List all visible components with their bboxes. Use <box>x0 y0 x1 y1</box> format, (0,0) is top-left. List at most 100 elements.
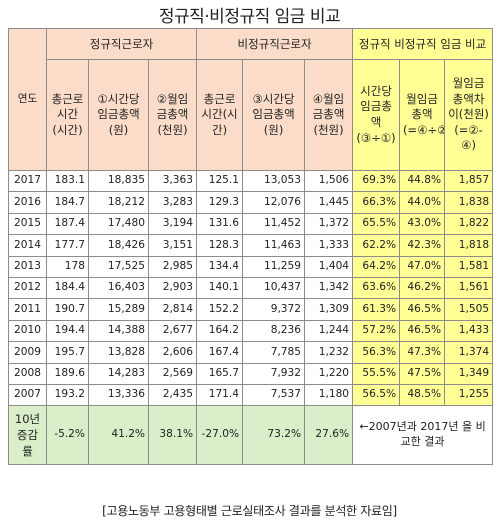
reg-hourly-cell: 14,283 <box>88 362 149 385</box>
non-hours-cell: 134.4 <box>196 255 244 278</box>
non-monthly-cell: 1,342 <box>304 276 354 300</box>
non-hourly-cell: 12,076 <box>242 191 306 214</box>
reg-hourly-cell: 18,426 <box>88 234 149 257</box>
non-hours-cell: 164.2 <box>196 319 244 343</box>
reg-hourly-cell: 15,289 <box>88 298 149 321</box>
cmp-hourly-cell: 62.2% <box>352 234 401 257</box>
cmp-hourly-cell: 64.2% <box>352 255 401 278</box>
cmp-hourly-cell: 65.5% <box>352 212 401 236</box>
reg-hours-cell: 194.4 <box>46 319 89 343</box>
cmp-monthly-cell: 47.5% <box>399 362 446 385</box>
cmp-diff-cell: 1,857 <box>444 169 494 193</box>
non-monthly-cell: 1,506 <box>304 169 354 193</box>
non-hourly-cell: 13,053 <box>242 169 306 193</box>
reg-hourly-cell: 18,212 <box>88 191 149 214</box>
non-monthly-cell: 1,232 <box>304 341 354 364</box>
non-monthly-cell: 1,309 <box>304 298 354 321</box>
non-monthly-header: ④월임금총액(천원) <box>304 59 354 171</box>
table-row: 2008 189.6 14,283 2,569 165.7 7,932 1,22… <box>8 362 494 385</box>
cmp-diff-header: 월임금총액차이(천원)(=②-④) <box>444 59 494 171</box>
cmp-hourly-cell: 61.3% <box>352 298 401 321</box>
cmp-monthly-cell: 44.8% <box>399 169 446 193</box>
reg-monthly-cell: 2,903 <box>147 276 198 300</box>
reg-hourly-cell: 17,525 <box>88 255 149 278</box>
regular-group-header: 정규직근로자 <box>45 28 198 60</box>
table-row: 2009 195.7 13,828 2,606 167.4 7,785 1,23… <box>8 341 494 364</box>
nonregular-group-header: 비정규직근로자 <box>196 28 354 60</box>
year-cell: 2010 <box>8 319 47 343</box>
non-hours-cell: 165.7 <box>196 362 244 385</box>
non-hourly-cell: 11,259 <box>242 255 306 278</box>
summary-non-hourly: 73.2% <box>242 405 306 466</box>
reg-hourly-cell: 13,828 <box>88 341 149 364</box>
reg-monthly-cell: 3,194 <box>147 212 198 236</box>
summary-reg-hours: -5.2% <box>46 405 89 466</box>
cmp-hourly-cell: 55.5% <box>352 362 401 385</box>
non-hourly-cell: 9,372 <box>242 298 306 321</box>
table-row: 2013 178 17,525 2,985 134.4 11,259 1,404… <box>8 255 494 278</box>
reg-monthly-cell: 2,677 <box>147 319 198 343</box>
year-cell: 2016 <box>8 191 47 214</box>
table-row: 2012 184.4 16,403 2,903 140.1 10,437 1,3… <box>8 276 494 300</box>
cmp-monthly-cell: 47.0% <box>399 255 446 278</box>
year-cell: 2017 <box>8 169 47 193</box>
cmp-hourly-cell: 69.3% <box>352 169 401 193</box>
non-hours-header: 총근로시간(시간) <box>196 59 244 171</box>
summary-note: ←2007년과 2017년 을 비교한 결과 <box>352 405 494 466</box>
cmp-monthly-header: 월임금 총액(=④÷②) <box>399 59 446 171</box>
year-cell: 2013 <box>8 255 47 278</box>
non-hourly-header: ③시간당 임금총액(원) <box>242 59 306 171</box>
cmp-hourly-cell: 63.6% <box>352 276 401 300</box>
year-cell: 2011 <box>8 298 47 321</box>
reg-hours-cell: 190.7 <box>46 298 89 321</box>
reg-hourly-cell: 13,336 <box>88 383 149 407</box>
source-footnote: [고용노동부 고용형태별 근로실태조사 결과를 분석한 자료임] <box>102 504 397 518</box>
cmp-diff-cell: 1,505 <box>444 298 494 321</box>
cmp-hourly-cell: 66.3% <box>352 191 401 214</box>
reg-hourly-cell: 16,403 <box>88 276 149 300</box>
cmp-diff-cell: 1,374 <box>444 341 494 364</box>
non-monthly-cell: 1,404 <box>304 255 354 278</box>
year-cell: 2008 <box>8 362 47 385</box>
non-hours-cell: 131.6 <box>196 212 244 236</box>
reg-hours-cell: 187.4 <box>46 212 89 236</box>
summary-row: 10년 증감률 -5.2% 41.2% 38.1% -27.0% 73.2% 2… <box>8 405 494 466</box>
year-cell: 2012 <box>8 276 47 300</box>
summary-non-hours: -27.0% <box>196 405 244 466</box>
reg-hours-header: 총근로시간(시간) <box>46 59 89 171</box>
cmp-hourly-cell: 56.5% <box>352 383 401 407</box>
year-cell: 2014 <box>8 234 47 257</box>
cmp-diff-cell: 1,255 <box>444 383 494 407</box>
reg-hours-cell: 184.7 <box>46 191 89 214</box>
cmp-monthly-cell: 47.3% <box>399 341 446 364</box>
reg-hours-cell: 193.2 <box>46 383 89 407</box>
non-hourly-cell: 10,437 <box>242 276 306 300</box>
cmp-hourly-cell: 57.2% <box>352 319 401 343</box>
cmp-monthly-cell: 46.5% <box>399 319 446 343</box>
year-cell: 2007 <box>8 383 47 407</box>
non-hourly-cell: 11,463 <box>242 234 306 257</box>
non-hours-cell: 129.3 <box>196 191 244 214</box>
reg-monthly-cell: 2,606 <box>147 341 198 364</box>
cmp-monthly-cell: 43.0% <box>399 212 446 236</box>
table-row: 2015 187.4 17,480 3,194 131.6 11,452 1,3… <box>8 212 494 236</box>
reg-monthly-header: ②월임금총액(천원) <box>147 59 198 171</box>
cmp-hourly-header: 시간당임금총액(③÷①) <box>352 59 401 171</box>
cmp-monthly-cell: 42.3% <box>399 234 446 257</box>
non-hourly-cell: 7,932 <box>242 362 306 385</box>
non-monthly-cell: 1,220 <box>304 362 354 385</box>
non-hours-cell: 152.2 <box>196 298 244 321</box>
cmp-monthly-cell: 46.2% <box>399 276 446 300</box>
compare-group-header: 정규직 비정규직 임금 비교 <box>352 28 494 60</box>
page-title: 정규직·비정규직 임금 비교 <box>158 7 341 27</box>
summary-reg-hourly: 41.2% <box>88 405 149 466</box>
non-hourly-cell: 8,236 <box>242 319 306 343</box>
summary-label: 10년 증감률 <box>8 405 47 466</box>
reg-monthly-cell: 2,569 <box>147 362 198 385</box>
non-hours-cell: 125.1 <box>196 169 244 193</box>
cmp-diff-cell: 1,433 <box>444 319 494 343</box>
non-hourly-cell: 7,785 <box>242 341 306 364</box>
table-row: 2010 194.4 14,388 2,677 164.2 8,236 1,24… <box>8 319 494 343</box>
reg-hours-cell: 195.7 <box>46 341 89 364</box>
reg-hours-cell: 178 <box>46 255 89 278</box>
